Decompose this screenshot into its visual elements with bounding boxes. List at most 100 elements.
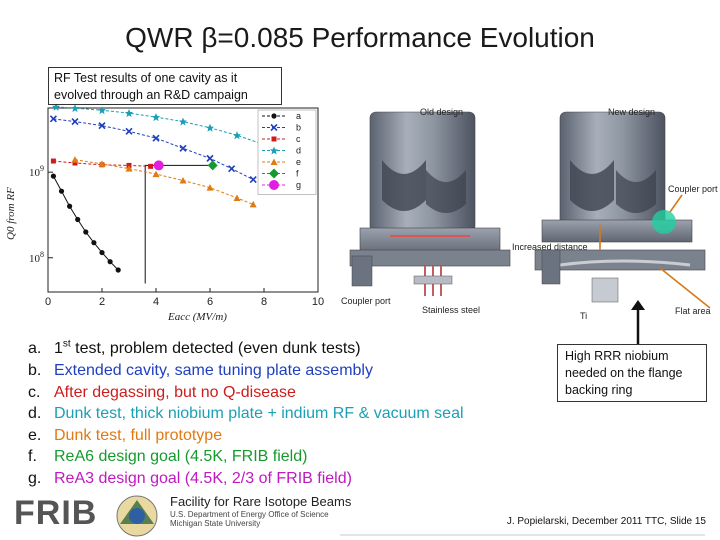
list-letter: d. [28, 405, 42, 423]
slide-title: QWR β=0.085 Performance Evolution [125, 22, 595, 53]
point-a [67, 203, 73, 209]
list-item: d. Dunk test, thick niobium plate + indiu… [28, 403, 464, 425]
point-e [152, 170, 160, 178]
point-d [125, 109, 133, 118]
point-b [49, 115, 57, 123]
list-letter: g. [28, 469, 42, 487]
test-results-list: a. 1st test, problem detected (even dunk … [28, 334, 464, 489]
x-tick-label: 8 [261, 296, 267, 308]
note-arrow [631, 300, 645, 344]
cavity-design-illustration: Old design New design Coupler port Incre… [341, 107, 718, 321]
legend-label-f: f [296, 169, 299, 179]
list-text: Dunk test, thick niobium plate + indium … [54, 405, 464, 422]
footer-doe: U.S. Department of Energy Office of Scie… [170, 510, 329, 519]
footer [0, 488, 720, 540]
annotation-arrows [599, 194, 711, 309]
series-line-e [74, 159, 254, 205]
point-d [71, 104, 79, 113]
point-a [115, 267, 121, 273]
point-c [271, 136, 277, 142]
point-b [98, 122, 106, 130]
point-c [72, 160, 78, 166]
legend-label-b: b [296, 123, 301, 133]
point-a [107, 259, 113, 265]
ti-label: Ti [580, 311, 587, 321]
legend-label-d: d [296, 146, 301, 156]
point-e [179, 176, 187, 184]
list-text: ReA6 design goal (4.5K, FRIB field) [54, 448, 307, 465]
point-d [179, 117, 187, 126]
point-c [148, 163, 154, 169]
point-d [206, 123, 214, 132]
list-item: c. After degassing, but no Q-disease [28, 382, 464, 404]
list-item: a. 1st test, problem detected (even dunk … [28, 334, 464, 360]
legend-label-c: c [296, 134, 301, 144]
goal-guide-line [144, 164, 213, 284]
list-description: Dunk test, thick niobium plate + indium … [54, 405, 464, 423]
point-d [98, 106, 106, 115]
list-item: g. ReA3 design goal (4.5K, 2/3 of FRIB fi… [28, 468, 464, 490]
point-b [179, 144, 187, 152]
legend-label-e: e [296, 157, 301, 167]
point-b [206, 154, 214, 162]
list-letter: c. [28, 383, 41, 401]
list-description: After degassing, but no Q-disease [54, 383, 296, 401]
list-text: ReA3 design goal (4.5K, 2/3 of FRIB fiel… [54, 470, 352, 487]
list-text: 1st test, problem detected (even dunk te… [54, 339, 361, 358]
list-description: ReA6 design goal (4.5K, FRIB field) [54, 448, 308, 466]
list-description: ReA3 design goal (4.5K, 2/3 of FRIB fiel… [54, 469, 352, 487]
stainless-steel-label: Stainless steel [422, 305, 480, 315]
chart-caption: RF Test results of one cavity as it evol… [48, 67, 282, 105]
point-e [98, 160, 106, 167]
point-b [270, 123, 278, 132]
point-b [152, 134, 160, 142]
point-b [228, 165, 236, 173]
coupler-port-right-label: Coupler port [668, 184, 718, 194]
legend-box [257, 109, 317, 195]
list-prefix: 1 [54, 340, 63, 358]
coupler-port-label: Coupler port [341, 296, 391, 306]
list-text: Dunk test, full prototype [54, 427, 222, 444]
list-description: test, problem detected (even dunk tests) [70, 340, 361, 358]
footer-msu: Michigan State University [170, 519, 261, 528]
point-e [125, 165, 133, 172]
series-line-c [53, 160, 151, 167]
niobium-note: High RRR niobium needed on the flange ba… [557, 344, 707, 402]
point-d [152, 113, 160, 122]
point-a [75, 216, 81, 223]
point-b [249, 175, 257, 184]
footer-affiliations: U.S. Department of Energy Office of Scie… [170, 510, 329, 528]
flat-area-label: Flat area [675, 306, 711, 316]
list-superscript: st [62, 339, 71, 350]
point-g [153, 160, 164, 171]
point-a [271, 113, 277, 119]
point-a [99, 249, 105, 256]
series-line-d [56, 106, 292, 156]
list-letter: a. [28, 340, 42, 358]
slide-reference: J. Popielarski, December 2011 TTC, Slide… [506, 516, 706, 527]
point-e [270, 158, 278, 165]
point-b [71, 118, 79, 126]
old-design-drawing [349, 111, 511, 296]
list-text: After degassing, but no Q-disease [54, 384, 296, 401]
point-a [83, 229, 89, 235]
point-e [233, 194, 241, 201]
list-item: b. Extended cavity, same tuning plate ass… [28, 360, 464, 382]
point-g [269, 180, 279, 190]
new-design-label: New design [608, 107, 655, 117]
x-tick-label: 4 [153, 296, 159, 308]
x-tick-label: 10 [312, 296, 324, 308]
y-tick-label: 109 [29, 164, 44, 179]
point-a [91, 240, 97, 246]
list-letter: f. [28, 448, 37, 466]
list-description: Extended cavity, same tuning plate assem… [54, 361, 373, 379]
list-item: e. Dunk test, full prototype [28, 425, 464, 447]
increased-distance-label: Increased distance [512, 242, 588, 252]
x-axis-label: Eacc (MV/m) [167, 311, 227, 323]
list-text: Extended cavity, same tuning plate assem… [54, 362, 373, 379]
legend-label-g: g [296, 180, 301, 190]
legend-label-a: a [296, 111, 301, 121]
x-tick-label: 6 [207, 296, 213, 308]
frib-logo: FRIB [14, 494, 98, 532]
list-letter: b. [28, 361, 42, 379]
